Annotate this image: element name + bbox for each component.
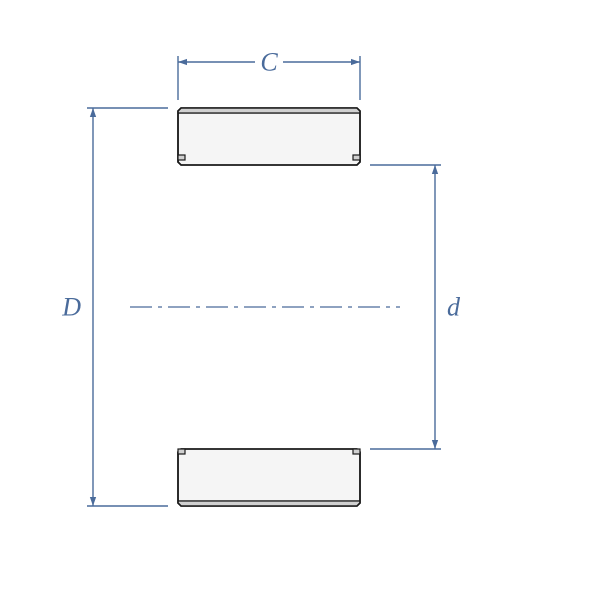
bearing-ring-top [178, 108, 360, 165]
bearing-cross-section-diagram: C D d [0, 0, 600, 600]
dimension-C: C [178, 48, 360, 101]
bearing-ring-bottom [178, 449, 360, 506]
label-D: D [61, 293, 81, 322]
dimension-d: d [370, 165, 461, 449]
label-C: C [260, 48, 278, 77]
label-d: d [447, 293, 461, 322]
